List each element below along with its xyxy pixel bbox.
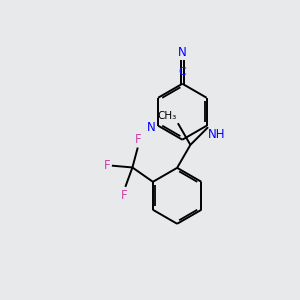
Text: F: F bbox=[121, 189, 128, 202]
Text: C: C bbox=[178, 67, 186, 77]
Text: N: N bbox=[178, 46, 187, 59]
Text: F: F bbox=[134, 133, 141, 146]
Text: N: N bbox=[147, 121, 156, 134]
Text: NH: NH bbox=[208, 128, 226, 141]
Text: F: F bbox=[103, 159, 110, 172]
Text: CH₃: CH₃ bbox=[157, 111, 176, 121]
